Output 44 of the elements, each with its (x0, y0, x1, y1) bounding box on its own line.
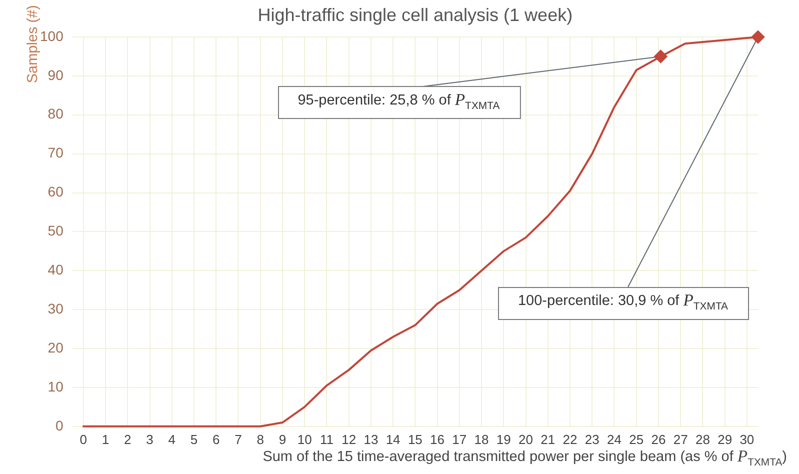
x-tick-label: 22 (562, 432, 578, 447)
x-tick-label: 8 (256, 432, 264, 447)
x-tick-label: 17 (452, 432, 467, 447)
y-tick-label: 10 (48, 378, 64, 394)
y-tick-label: 30 (48, 300, 64, 316)
x-tick-label: 16 (430, 432, 445, 447)
y-tick-label: 40 (48, 262, 64, 278)
x-tick-label: 3 (146, 432, 154, 447)
x-tick-label: 2 (124, 432, 132, 447)
x-tick-label: 7 (234, 432, 242, 447)
y-tick-label: 0 (56, 417, 64, 434)
x-tick-label: 23 (584, 432, 600, 447)
y-tick-label: 90 (48, 66, 64, 83)
x-tick-label: 19 (496, 432, 511, 447)
y-tick-label: 60 (48, 184, 64, 200)
x-tick-label: 11 (320, 432, 334, 447)
x-tick-label: 25 (629, 432, 644, 447)
x-tick-label: 9 (278, 432, 286, 447)
x-tick-label: 15 (408, 432, 422, 447)
x-tick-label: 6 (212, 432, 220, 447)
y-tick-label: 80 (48, 106, 64, 122)
x-tick-label: 13 (364, 432, 378, 447)
x-tick-label: 29 (718, 432, 732, 447)
x-tick-label: 26 (651, 432, 666, 447)
x-tick-label: 24 (607, 432, 622, 447)
x-tick-label: 4 (168, 432, 176, 447)
x-tick-label: 28 (695, 432, 710, 447)
x-tick-label: 30 (740, 432, 754, 447)
y-tick-label: 70 (48, 144, 64, 161)
x-tick-label: 27 (673, 432, 688, 447)
x-tick-label: 1 (102, 432, 110, 447)
x-tick-label: 10 (297, 432, 312, 447)
y-tick-label: 50 (48, 222, 64, 239)
x-tick-label: 0 (80, 432, 88, 447)
x-tick-label: 14 (386, 432, 400, 447)
x-tick-label: 20 (518, 432, 533, 447)
x-tick-label: 12 (342, 432, 356, 447)
y-tick-label: 20 (48, 339, 64, 356)
x-tick-label: 18 (474, 432, 489, 447)
x-tick-label: 21 (540, 432, 556, 447)
x-tick-label: 5 (190, 432, 198, 447)
y-tick-label: 100 (40, 28, 64, 44)
y-axis-title: Samples (#) (25, 4, 41, 84)
chart-title: High-traffic single cell analysis (1 week) (258, 4, 573, 25)
